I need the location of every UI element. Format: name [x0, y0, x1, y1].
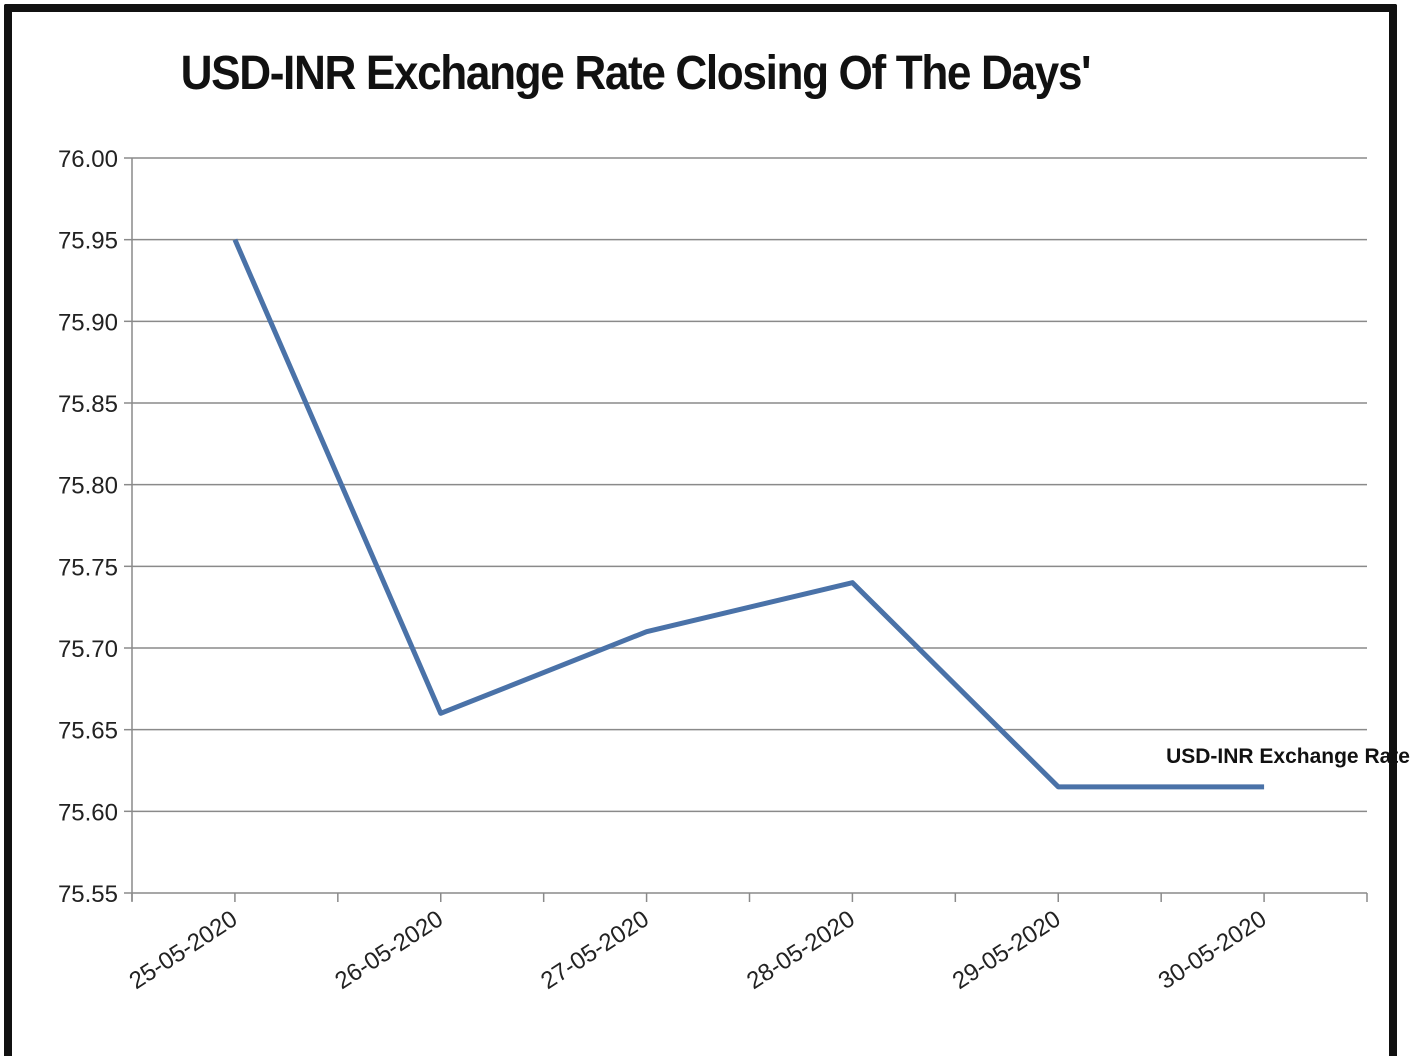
- y-tick-label: 75.85: [58, 391, 118, 418]
- x-tick-label: 28-05-2020: [742, 905, 860, 995]
- x-tick-label: 27-05-2020: [536, 905, 654, 995]
- y-tick-label: 75.60: [58, 799, 118, 826]
- gridlines: [132, 157, 1367, 813]
- y-tick-label: 75.55: [58, 881, 118, 908]
- y-axis-tick-labels: 76.00 75.95 75.90 75.85 75.80 75.75 75.70 75.65…: [58, 146, 118, 908]
- chart-title: USD-INR Exchange Rate Closing Of The Day…: [180, 47, 1092, 100]
- y-tick-label: 75.95: [58, 228, 118, 255]
- y-tick-label: 76.00: [58, 146, 118, 173]
- x-tick-label: 30-05-2020: [1154, 905, 1272, 995]
- x-tick-label: 25-05-2020: [125, 905, 243, 995]
- y-tick-label: 75.70: [58, 636, 118, 663]
- series-labels: USD-INR Exchange Rate: [1166, 745, 1410, 768]
- series-name-label: USD-INR Exchange Rate: [1166, 745, 1410, 768]
- y-tick-label: 75.75: [58, 554, 118, 581]
- series-lines: [232, 238, 1265, 790]
- x-tick-label: 26-05-2020: [330, 905, 448, 995]
- series-line: [232, 238, 1265, 790]
- axes: [124, 157, 1368, 902]
- y-tick-label: 75.80: [58, 473, 118, 500]
- x-tick-label: 29-05-2020: [948, 905, 1066, 995]
- y-tick-label: 75.90: [58, 309, 118, 336]
- x-axis-tick-labels: 25-05-2020 26-05-2020 27-05-2020 28-05-2020…: [125, 905, 1272, 995]
- chart-frame: [4, 4, 1397, 1056]
- y-tick-label: 75.65: [58, 718, 118, 745]
